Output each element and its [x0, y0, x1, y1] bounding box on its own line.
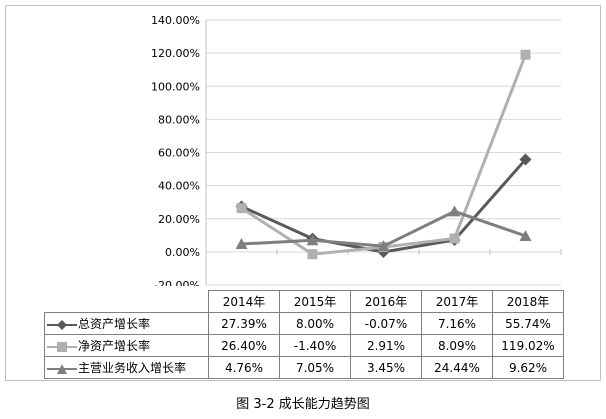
category-label: 2017年: [421, 290, 493, 313]
plot-area: -20.00% 0.00% 20.00% 40.00% 60.00% 80.00% 100.…: [151, 14, 562, 286]
figure-caption: 图 3-2 成长能力趋势图: [236, 397, 370, 412]
data-cell: 4.76%: [208, 356, 280, 379]
y-tick-label: 0.00%: [165, 246, 200, 259]
series-1: [236, 49, 531, 260]
y-tick-label: 80.00%: [158, 113, 200, 126]
data-cell: 24.44%: [421, 356, 493, 379]
category-label: 2016年: [350, 290, 422, 313]
square-marker-icon: [47, 341, 77, 353]
y-tick-label: -20.00%: [154, 279, 200, 286]
data-cell: 3.45%: [350, 356, 422, 379]
series-name: 主营业务收入增长率: [78, 361, 187, 375]
data-cell: 8.09%: [421, 334, 493, 357]
data-cell: 7.05%: [279, 356, 351, 379]
data-point-marker: [448, 205, 461, 217]
y-tick-label: 20.00%: [158, 213, 200, 226]
category-label: 2014年: [208, 290, 280, 313]
legend-entry-revenue: 主营业务收入增长率: [44, 356, 209, 379]
series-lines: [235, 49, 532, 260]
data-point-marker: [306, 234, 319, 246]
legend-entry-total-assets: 总资产增长率: [44, 312, 209, 335]
data-point-marker: [307, 249, 318, 260]
data-cell: 26.40%: [208, 334, 280, 357]
table-row-total-assets: 总资产增长率 27.39% 8.00% -0.07% 7.16% 55.74%: [44, 312, 564, 335]
y-tick-label: 140.00%: [151, 14, 200, 27]
data-cell: 2.91%: [350, 334, 422, 357]
data-cell: 7.16%: [421, 312, 493, 335]
data-cell: 55.74%: [492, 312, 564, 335]
y-tick-label: 40.00%: [158, 180, 200, 193]
series-name: 总资产增长率: [78, 317, 151, 331]
series-name: 净资产增长率: [78, 339, 151, 353]
series-line: [240, 158, 527, 254]
y-tick-label: 120.00%: [151, 47, 200, 60]
table-row-net-assets: 净资产增长率 26.40% -1.40% 2.91% 8.09% 119.02%: [44, 334, 564, 357]
data-cell: 8.00%: [279, 312, 351, 335]
data-point-marker: [235, 237, 248, 249]
category-label: 2015年: [279, 290, 351, 313]
data-table: 2014年 2015年 2016年 2017年 2018年 总资产增长率 27.…: [44, 290, 564, 379]
category-label: 2018年: [492, 290, 564, 313]
y-axis-ticks: -20.00% 0.00% 20.00% 40.00% 60.00% 80.00% 100.…: [151, 14, 200, 286]
data-cell: -0.07%: [350, 312, 422, 335]
legend-entry-net-assets: 净资产增长率: [44, 334, 209, 357]
diamond-marker-icon: [47, 319, 77, 331]
triangle-marker-icon: [47, 363, 77, 375]
data-cell: 119.02%: [492, 334, 564, 357]
data-point-marker: [236, 203, 247, 214]
series-2: [235, 205, 532, 252]
data-cell: 9.62%: [492, 356, 564, 379]
data-point-marker: [520, 49, 531, 60]
table-corner: [44, 290, 209, 313]
data-point-marker: [519, 229, 532, 241]
data-point-marker: [377, 240, 390, 252]
chart-frame: -20.00% 0.00% 20.00% 40.00% 60.00% 80.00% 100.…: [5, 5, 601, 381]
category-header-row: 2014年 2015年 2016年 2017年 2018年: [44, 290, 564, 313]
data-cell: -1.40%: [279, 334, 351, 357]
y-tick-label: 100.00%: [151, 80, 200, 93]
data-cell: 27.39%: [208, 312, 280, 335]
data-point-marker: [449, 233, 460, 244]
data-point-marker: [519, 153, 532, 166]
table-row-revenue: 主营业务收入增长率 4.76% 7.05% 3.45% 24.44% 9.62%: [44, 356, 564, 379]
y-tick-label: 60.00%: [158, 147, 200, 160]
